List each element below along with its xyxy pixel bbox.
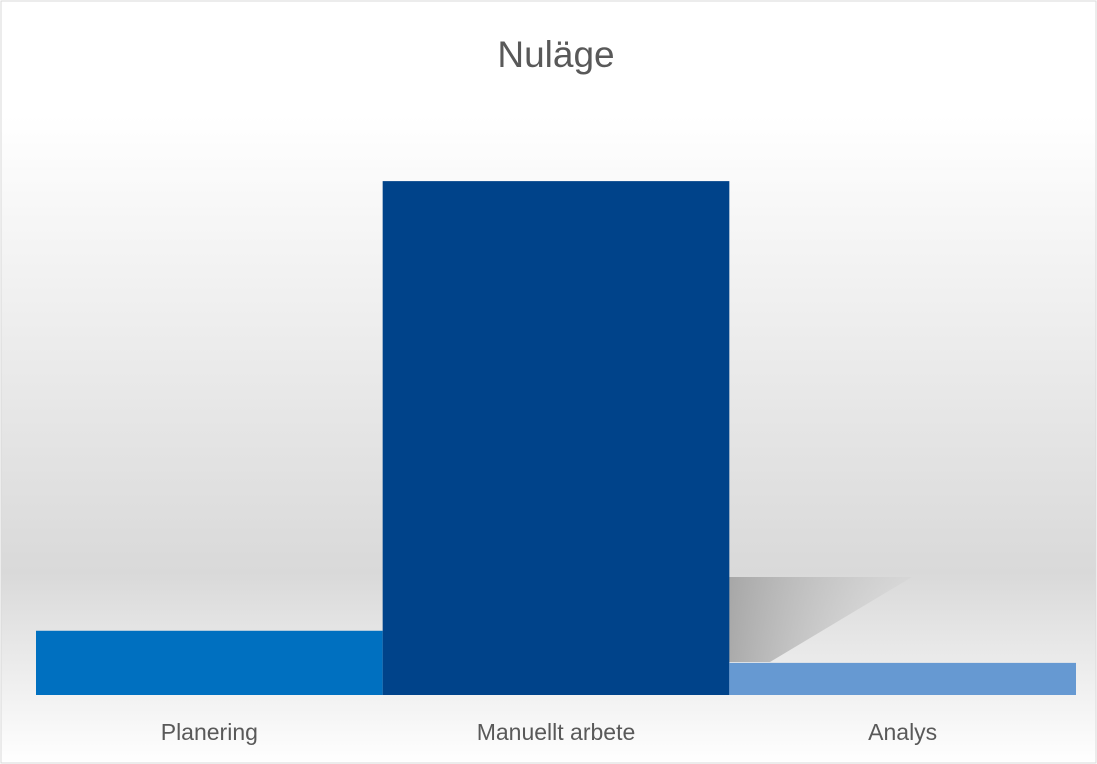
- x-tick-label: Manuellt arbete: [477, 719, 636, 745]
- bar: [36, 630, 383, 695]
- bar-shadow: [729, 577, 912, 662]
- x-tick-label: Planering: [161, 719, 258, 745]
- x-tick-label: Analys: [868, 719, 937, 745]
- chart-title: Nuläge: [497, 34, 614, 75]
- bar: [729, 662, 1076, 695]
- bar: [382, 181, 730, 695]
